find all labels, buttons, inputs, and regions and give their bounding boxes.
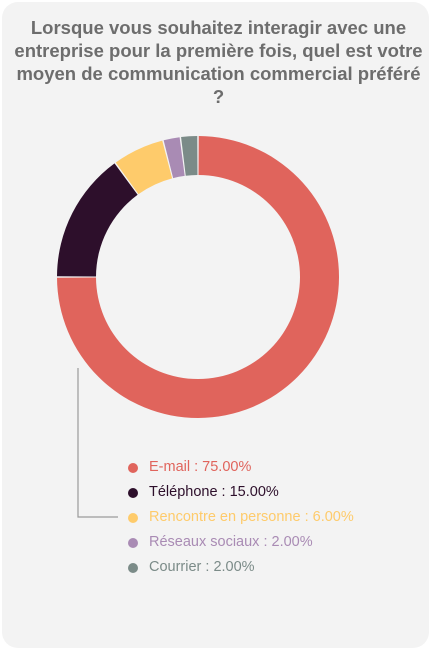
legend-swatch xyxy=(128,537,138,548)
slice-reseaux-sociaux[interactable] xyxy=(163,137,185,179)
legend-item-telephone[interactable]: Téléphone : 15.00% xyxy=(128,480,354,505)
legend-label: E-mail : 75.00% xyxy=(149,459,252,475)
donut-slices xyxy=(57,136,340,418)
legend-label: Téléphone : 15.00% xyxy=(149,484,279,500)
legend-label: Rencontre en personne : 6.00% xyxy=(149,509,354,525)
slice-telephone[interactable] xyxy=(57,163,138,277)
slice-courrier[interactable] xyxy=(181,136,198,176)
legend-swatch xyxy=(128,562,138,573)
legend-leader-line xyxy=(77,368,118,518)
legend-item-reseaux[interactable]: Réseaux sociaux : 2.00% xyxy=(128,530,354,555)
chart-legend: E-mail : 75.00% Téléphone : 15.00% Renco… xyxy=(128,455,354,580)
chart-title: Lorsque vous souhaitez interagir avec un… xyxy=(14,17,423,107)
legend-item-rencontre[interactable]: Rencontre en personne : 6.00% xyxy=(128,505,354,530)
legend-swatch xyxy=(128,487,138,498)
legend-item-email[interactable]: E-mail : 75.00% xyxy=(128,455,354,480)
slice-rencontre-en-personne[interactable] xyxy=(115,140,173,195)
legend-swatch xyxy=(128,462,138,473)
legend-label: Courrier : 2.00% xyxy=(149,559,255,575)
legend-label: Réseaux sociaux : 2.00% xyxy=(149,534,313,550)
legend-swatch xyxy=(128,512,138,523)
legend-item-courrier[interactable]: Courrier : 2.00% xyxy=(128,555,354,580)
